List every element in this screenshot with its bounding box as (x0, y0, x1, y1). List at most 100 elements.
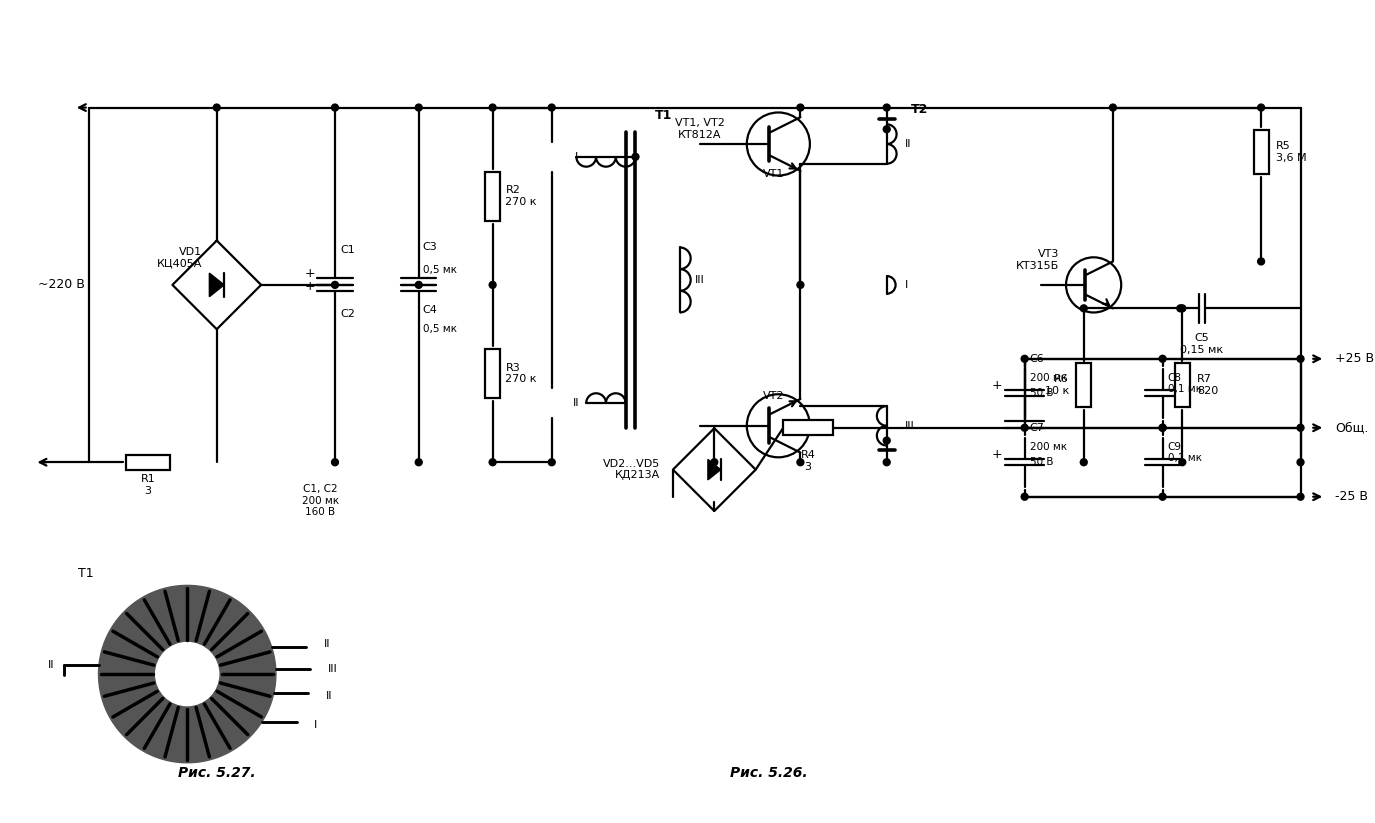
Circle shape (632, 153, 639, 160)
Circle shape (1178, 458, 1185, 466)
Text: R1
3: R1 3 (140, 474, 155, 495)
Text: +: + (991, 448, 1002, 461)
Circle shape (1159, 425, 1166, 431)
Text: 50 В: 50 В (1030, 458, 1053, 467)
Bar (485, 171, 500, 221)
Circle shape (1022, 356, 1028, 362)
Text: R4
3: R4 3 (800, 450, 815, 472)
Text: ~220 В: ~220 В (37, 278, 84, 291)
Text: Рис. 5.26.: Рис. 5.26. (730, 765, 807, 779)
Text: Рис. 5.27.: Рис. 5.27. (177, 765, 256, 779)
Circle shape (490, 104, 496, 111)
Text: II: II (48, 660, 55, 670)
Circle shape (1159, 425, 1166, 431)
Text: R3
270 к: R3 270 к (506, 363, 536, 384)
Text: +: + (305, 281, 316, 293)
Text: III: III (905, 421, 914, 430)
Circle shape (1297, 356, 1304, 362)
Circle shape (331, 281, 338, 288)
Circle shape (798, 281, 804, 288)
Text: C2: C2 (340, 309, 355, 319)
Text: III: III (327, 663, 338, 673)
Circle shape (549, 458, 556, 466)
Text: VD1
КЦ405А: VD1 КЦ405А (157, 247, 202, 268)
Polygon shape (99, 585, 276, 763)
Text: C5
0,15 мк: C5 0,15 мк (1180, 333, 1224, 355)
Text: VD2...VD5
КД213А: VD2...VD5 КД213А (602, 458, 660, 481)
Circle shape (1297, 425, 1304, 431)
Bar (1254, 130, 1269, 174)
Text: VT2: VT2 (763, 391, 784, 401)
Text: III: III (694, 275, 704, 285)
Text: C4: C4 (422, 305, 437, 314)
Circle shape (490, 458, 496, 466)
Text: 200 мк: 200 мк (1030, 374, 1067, 384)
Text: R5
3,6 М: R5 3,6 М (1276, 141, 1306, 163)
Circle shape (1258, 258, 1265, 265)
Bar (1077, 363, 1092, 407)
Circle shape (1178, 305, 1185, 312)
Circle shape (490, 281, 496, 288)
Text: +: + (305, 267, 316, 280)
Text: VT3
КТ315Б: VT3 КТ315Б (1016, 249, 1059, 271)
Text: II: II (326, 691, 333, 701)
Circle shape (1159, 493, 1166, 500)
Text: Общ.: Общ. (1335, 421, 1368, 435)
Circle shape (1297, 493, 1304, 500)
Circle shape (1081, 305, 1088, 312)
Circle shape (1297, 458, 1304, 466)
Text: +: + (991, 379, 1002, 392)
Text: I: I (315, 719, 318, 729)
Polygon shape (209, 273, 224, 297)
Text: VT1, VT2
КТ812А: VT1, VT2 КТ812А (675, 119, 725, 140)
Text: C1: C1 (340, 245, 355, 255)
Circle shape (1022, 425, 1028, 431)
Circle shape (415, 281, 422, 288)
Text: 0,5 мк: 0,5 мк (422, 265, 456, 275)
Circle shape (711, 458, 718, 466)
Circle shape (415, 458, 422, 466)
Text: VT1: VT1 (763, 169, 784, 179)
Text: C6: C6 (1030, 354, 1045, 364)
Text: 50 В: 50 В (1030, 388, 1053, 398)
Circle shape (213, 104, 220, 111)
Text: R6
10 к: R6 10 к (1045, 374, 1068, 396)
Bar (485, 349, 500, 398)
Bar (784, 421, 832, 435)
Circle shape (883, 437, 890, 444)
Text: C7: C7 (1030, 423, 1045, 433)
Text: 0,5 мк: 0,5 мк (422, 324, 456, 334)
Bar (1174, 363, 1189, 407)
Bar (125, 455, 170, 470)
Circle shape (331, 104, 338, 111)
Text: T2: T2 (912, 104, 928, 116)
Circle shape (1022, 493, 1028, 500)
Circle shape (155, 643, 219, 705)
Text: I: I (575, 151, 578, 162)
Text: T1: T1 (656, 109, 672, 123)
Text: -25 В: -25 В (1335, 491, 1368, 503)
Text: I: I (905, 280, 908, 290)
Circle shape (1177, 305, 1184, 312)
Circle shape (798, 104, 804, 111)
Circle shape (331, 458, 338, 466)
Text: R7
820: R7 820 (1198, 374, 1218, 396)
Circle shape (1159, 356, 1166, 362)
Text: II: II (905, 139, 912, 149)
Circle shape (883, 104, 890, 111)
Circle shape (1081, 458, 1088, 466)
Text: II: II (573, 398, 580, 408)
Text: T1: T1 (78, 568, 94, 580)
Text: R2
270 к: R2 270 к (506, 185, 536, 207)
Circle shape (415, 104, 422, 111)
Text: C3: C3 (422, 243, 437, 253)
Circle shape (883, 126, 890, 133)
Circle shape (1258, 104, 1265, 111)
Polygon shape (708, 459, 720, 480)
Text: C1, C2
200 мк
160 В: C1, C2 200 мк 160 В (301, 484, 338, 517)
Text: II: II (323, 639, 330, 649)
Text: +25 В: +25 В (1335, 352, 1374, 365)
Circle shape (549, 104, 556, 111)
Circle shape (883, 458, 890, 466)
Text: C8
0,1 мк: C8 0,1 мк (1167, 373, 1202, 394)
